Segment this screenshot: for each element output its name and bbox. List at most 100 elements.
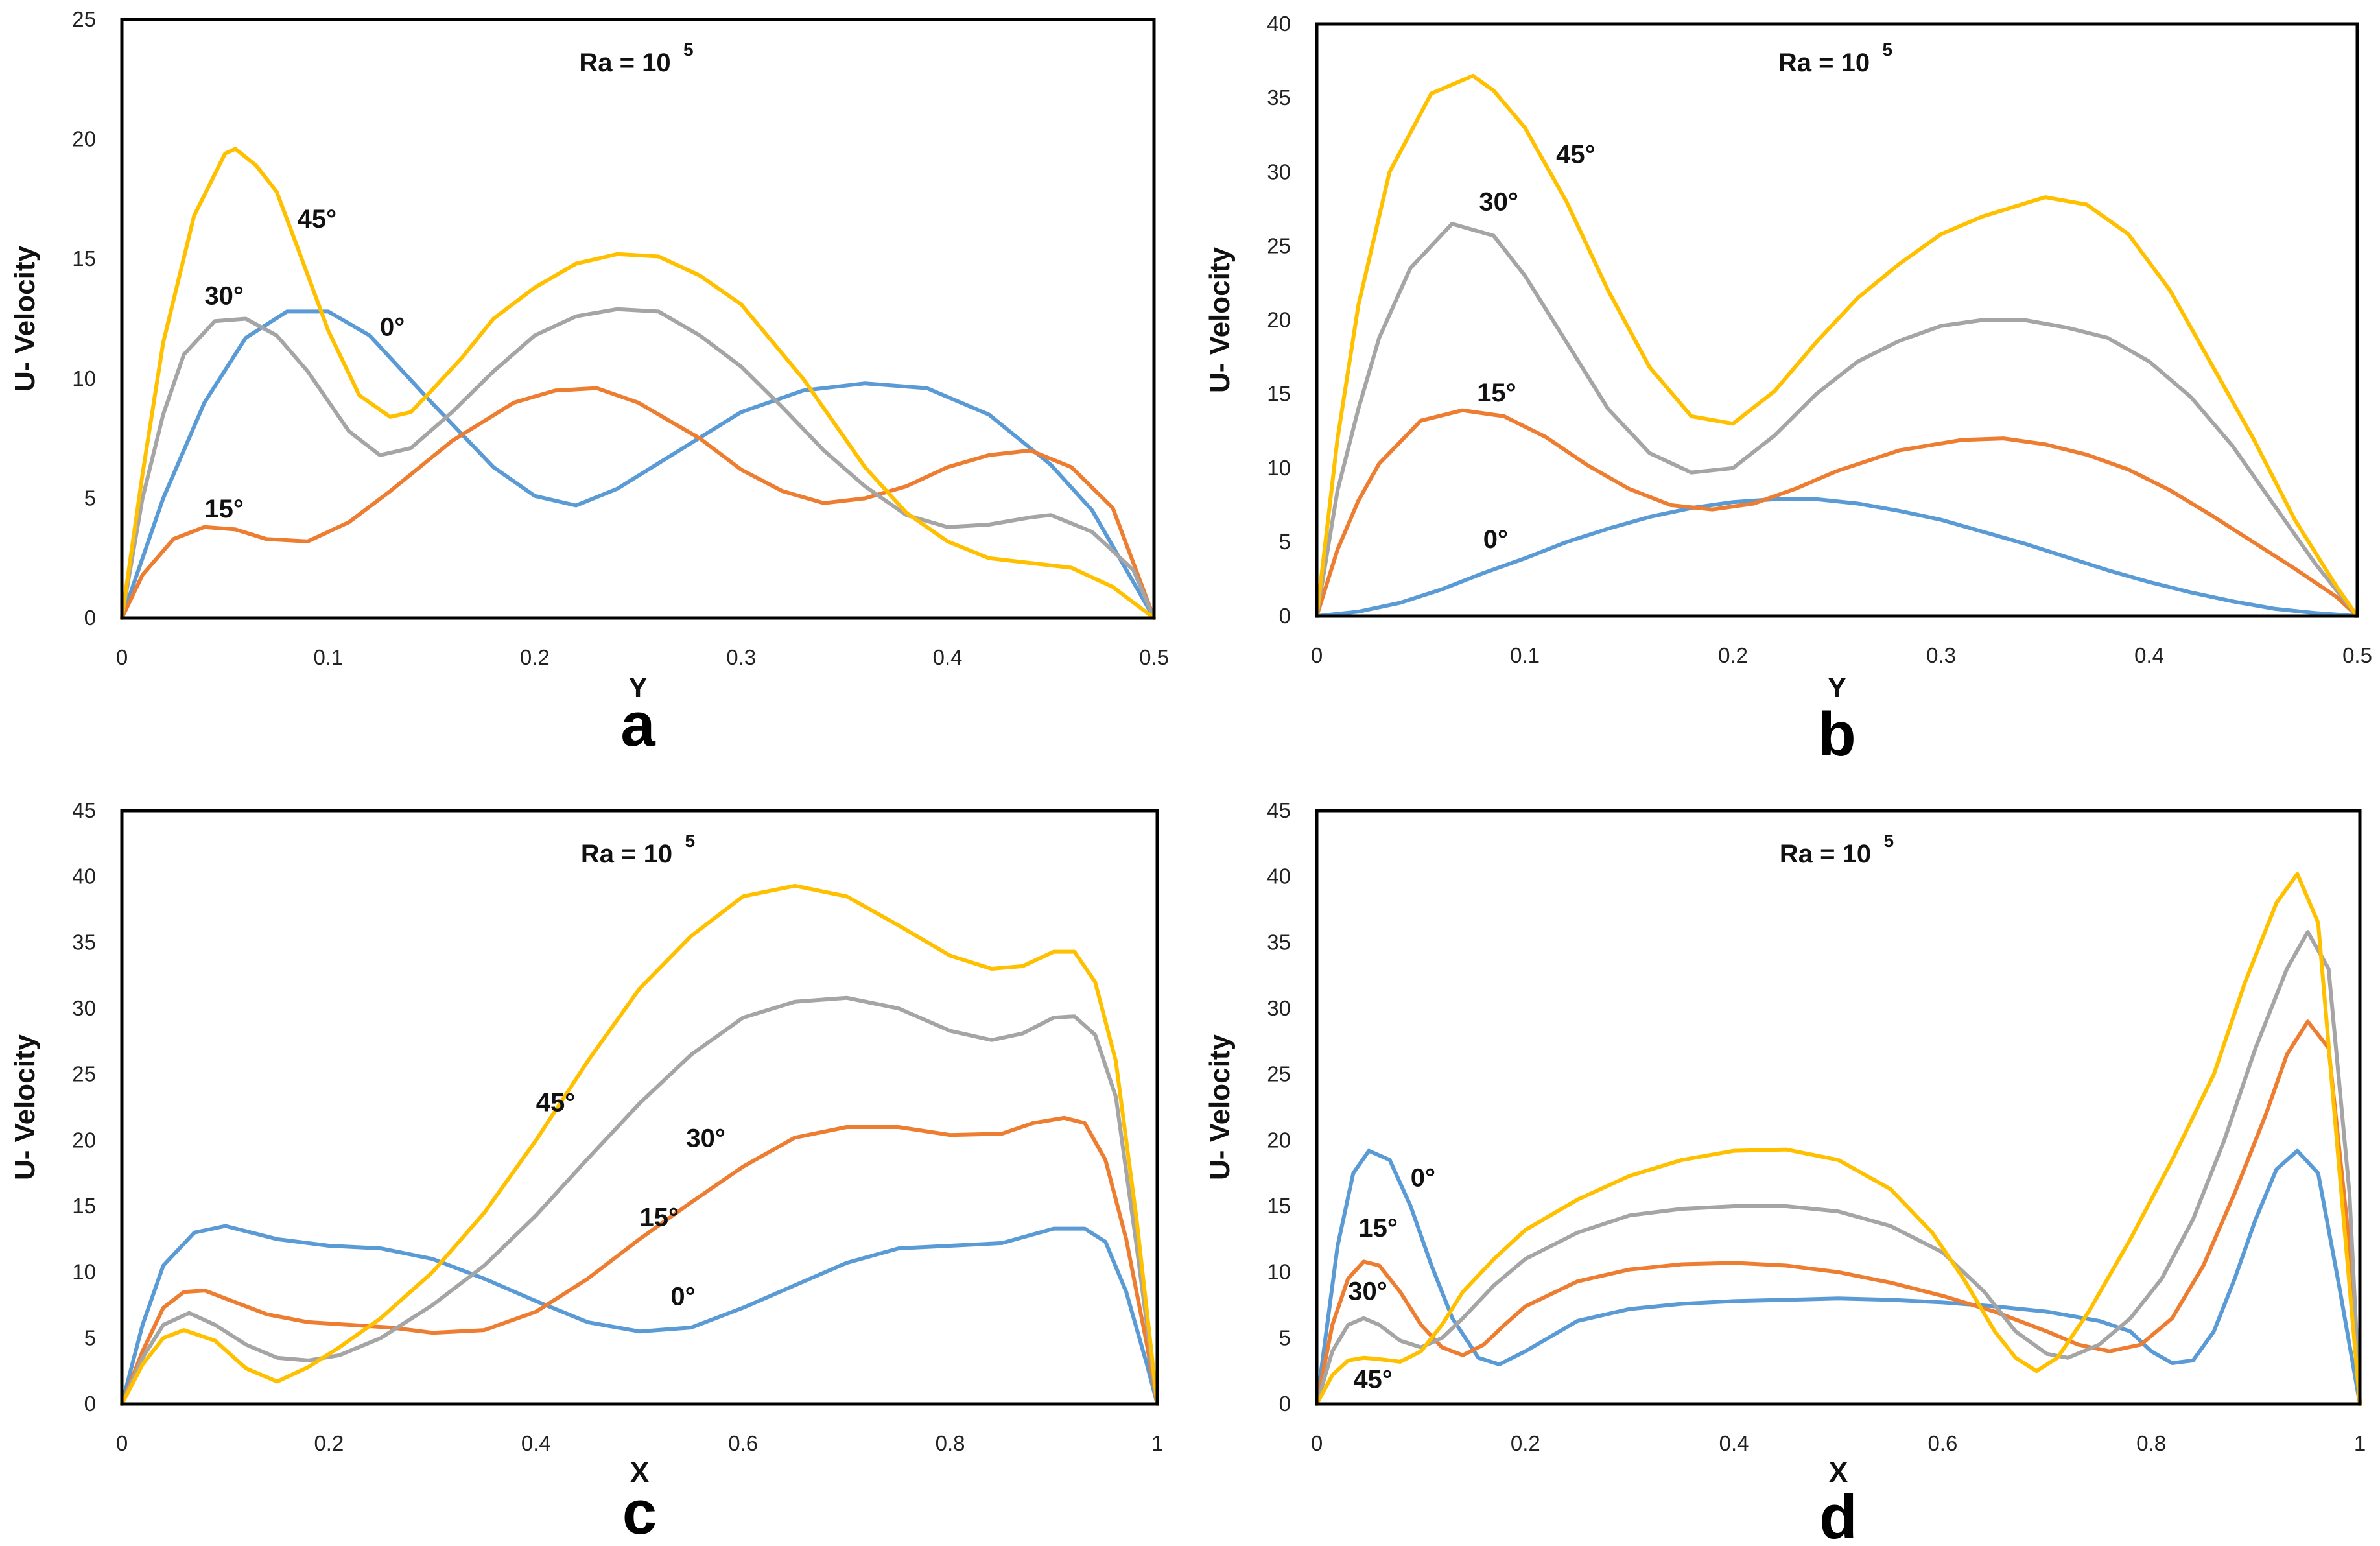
series-line-a-1 — [120, 386, 1156, 620]
series-line-a-2 — [120, 307, 1156, 620]
y-tick-label: 15 — [72, 246, 96, 270]
x-tick-label: 0.6 — [1927, 1431, 1957, 1455]
x-tick-label: 0 — [1311, 643, 1323, 667]
x-axis-title: Y — [1828, 672, 1846, 704]
plot-frame-c — [120, 809, 1159, 1406]
series-label: 0° — [380, 313, 405, 341]
series-label: 30° — [204, 281, 244, 310]
x-tick-label: 0 — [1311, 1431, 1323, 1455]
x-tick-label: 0.5 — [2342, 643, 2372, 667]
series-line-d-2 — [1315, 930, 2362, 1406]
y-axis-title: U- Velocity — [9, 1034, 41, 1180]
y-axis-title: U- Velocity — [1204, 1034, 1236, 1180]
chart-title: Ra = 10 — [1778, 49, 1870, 77]
y-tick-label: 20 — [1267, 308, 1291, 332]
series-label: 15° — [1477, 379, 1516, 407]
y-tick-label: 10 — [1267, 456, 1291, 480]
y-tick-label: 0 — [84, 606, 96, 630]
y-tick-label: 0 — [84, 1392, 96, 1416]
plot-frame-b — [1315, 22, 2359, 618]
series-label: 30° — [686, 1124, 725, 1153]
series-label: 0° — [670, 1283, 695, 1311]
x-tick-label: 0.2 — [1718, 643, 1748, 667]
y-tick-label: 0 — [1279, 604, 1291, 628]
x-tick-label: 0.4 — [521, 1431, 551, 1455]
series-label: 15° — [640, 1204, 679, 1232]
y-tick-label: 25 — [72, 7, 96, 31]
y-tick-label: 10 — [72, 366, 96, 390]
panel-letter: b — [1818, 700, 1856, 769]
y-tick-label: 5 — [1279, 530, 1291, 554]
chart-panel-a: 0 5 10 15 20 25 0 0.1 0.2 0.3 0.4 0.5 Y U- Velocity Ra… — [9, 7, 1169, 759]
y-tick-label: 20 — [1267, 1128, 1291, 1152]
x-tick-label: 0.2 — [314, 1431, 344, 1455]
chart-title-exponent: 5 — [1883, 40, 1893, 60]
x-tick-label: 0.3 — [1926, 643, 1956, 667]
y-tick-label: 30 — [1267, 160, 1291, 184]
series-label: 0° — [1483, 525, 1508, 554]
series-line-a-0 — [120, 309, 1156, 620]
chart-title: Ra = 10 — [1780, 840, 1871, 868]
x-tick-label: 0.8 — [936, 1431, 965, 1455]
y-axis-title: U- Velocity — [9, 245, 41, 391]
x-tick-label: 0 — [116, 645, 128, 669]
y-tick-label: 20 — [72, 127, 96, 151]
chart-title: Ra = 10 — [579, 49, 670, 77]
y-tick-label: 35 — [1267, 86, 1291, 110]
y-axis-title: U- Velocity — [1204, 246, 1236, 392]
x-axis-title: X — [630, 1457, 649, 1488]
x-tick-label: 0.2 — [1511, 1431, 1540, 1455]
series-line-d-0 — [1315, 1148, 2362, 1406]
x-tick-label: 0.4 — [933, 645, 963, 669]
series-label: 45° — [536, 1089, 576, 1117]
x-tick-label: 1 — [1151, 1431, 1163, 1455]
y-tick-label: 5 — [1279, 1326, 1291, 1350]
x-tick-label: 0.4 — [2134, 643, 2164, 667]
series-line-b-0 — [1315, 497, 2359, 618]
series-label: 45° — [1556, 141, 1596, 169]
series-label: 15° — [204, 495, 244, 523]
x-tick-label: 0.6 — [728, 1431, 758, 1455]
y-tick-label: 25 — [1267, 233, 1291, 257]
y-tick-label: 0 — [1279, 1392, 1291, 1416]
chart-title-exponent: 5 — [685, 831, 696, 851]
series-line-c-2 — [120, 995, 1159, 1406]
plot-frame-a — [120, 18, 1156, 620]
y-tick-label: 40 — [72, 864, 96, 888]
chart-panel-c: 0 5 10 15 20 25 30 35 40 45 0 0.2 0.4 0.6 0.8 1 X U- Velo… — [9, 798, 1163, 1546]
y-tick-label: 30 — [72, 996, 96, 1020]
y-tick-label: 30 — [1267, 996, 1291, 1020]
y-tick-label: 15 — [1267, 382, 1291, 406]
series-line-b-1 — [1315, 408, 2359, 618]
y-tick-label: 45 — [72, 798, 96, 822]
series-line-d-1 — [1315, 1019, 2362, 1406]
y-tick-label: 10 — [72, 1260, 96, 1284]
panel-letter: d — [1819, 1482, 1857, 1546]
x-tick-label: 1 — [2354, 1431, 2366, 1455]
panel-letter: c — [622, 1478, 657, 1546]
series-line-b-2 — [1315, 222, 2359, 618]
chart-panel-b: 0 5 10 15 20 25 30 35 40 0 0.1 0.2 0.3 0.4 0.5 Y U- Velo… — [1204, 12, 2372, 769]
y-tick-label: 15 — [72, 1194, 96, 1218]
y-tick-label: 25 — [72, 1062, 96, 1086]
y-tick-label: 35 — [72, 930, 96, 954]
y-tick-label: 35 — [1267, 930, 1291, 954]
x-axis-title: X — [1829, 1457, 1848, 1488]
chart-title: Ra = 10 — [581, 840, 672, 868]
x-axis-title: Y — [628, 672, 647, 704]
series-label: 45° — [1353, 1366, 1393, 1394]
y-tick-label: 15 — [1267, 1194, 1291, 1218]
series-line-c-0 — [120, 1224, 1159, 1406]
series-line-a-3 — [120, 147, 1156, 620]
plot-frame-d — [1315, 809, 2362, 1406]
series-line-b-3 — [1315, 73, 2359, 618]
series-label: 30° — [1348, 1277, 1387, 1305]
y-tick-label: 10 — [1267, 1260, 1291, 1284]
series-label: 45° — [298, 205, 337, 233]
y-tick-label: 5 — [84, 486, 96, 510]
y-tick-label: 5 — [84, 1326, 96, 1350]
series-line-c-3 — [120, 883, 1159, 1406]
y-tick-label: 45 — [1267, 798, 1291, 822]
x-tick-label: 0.1 — [313, 645, 343, 669]
